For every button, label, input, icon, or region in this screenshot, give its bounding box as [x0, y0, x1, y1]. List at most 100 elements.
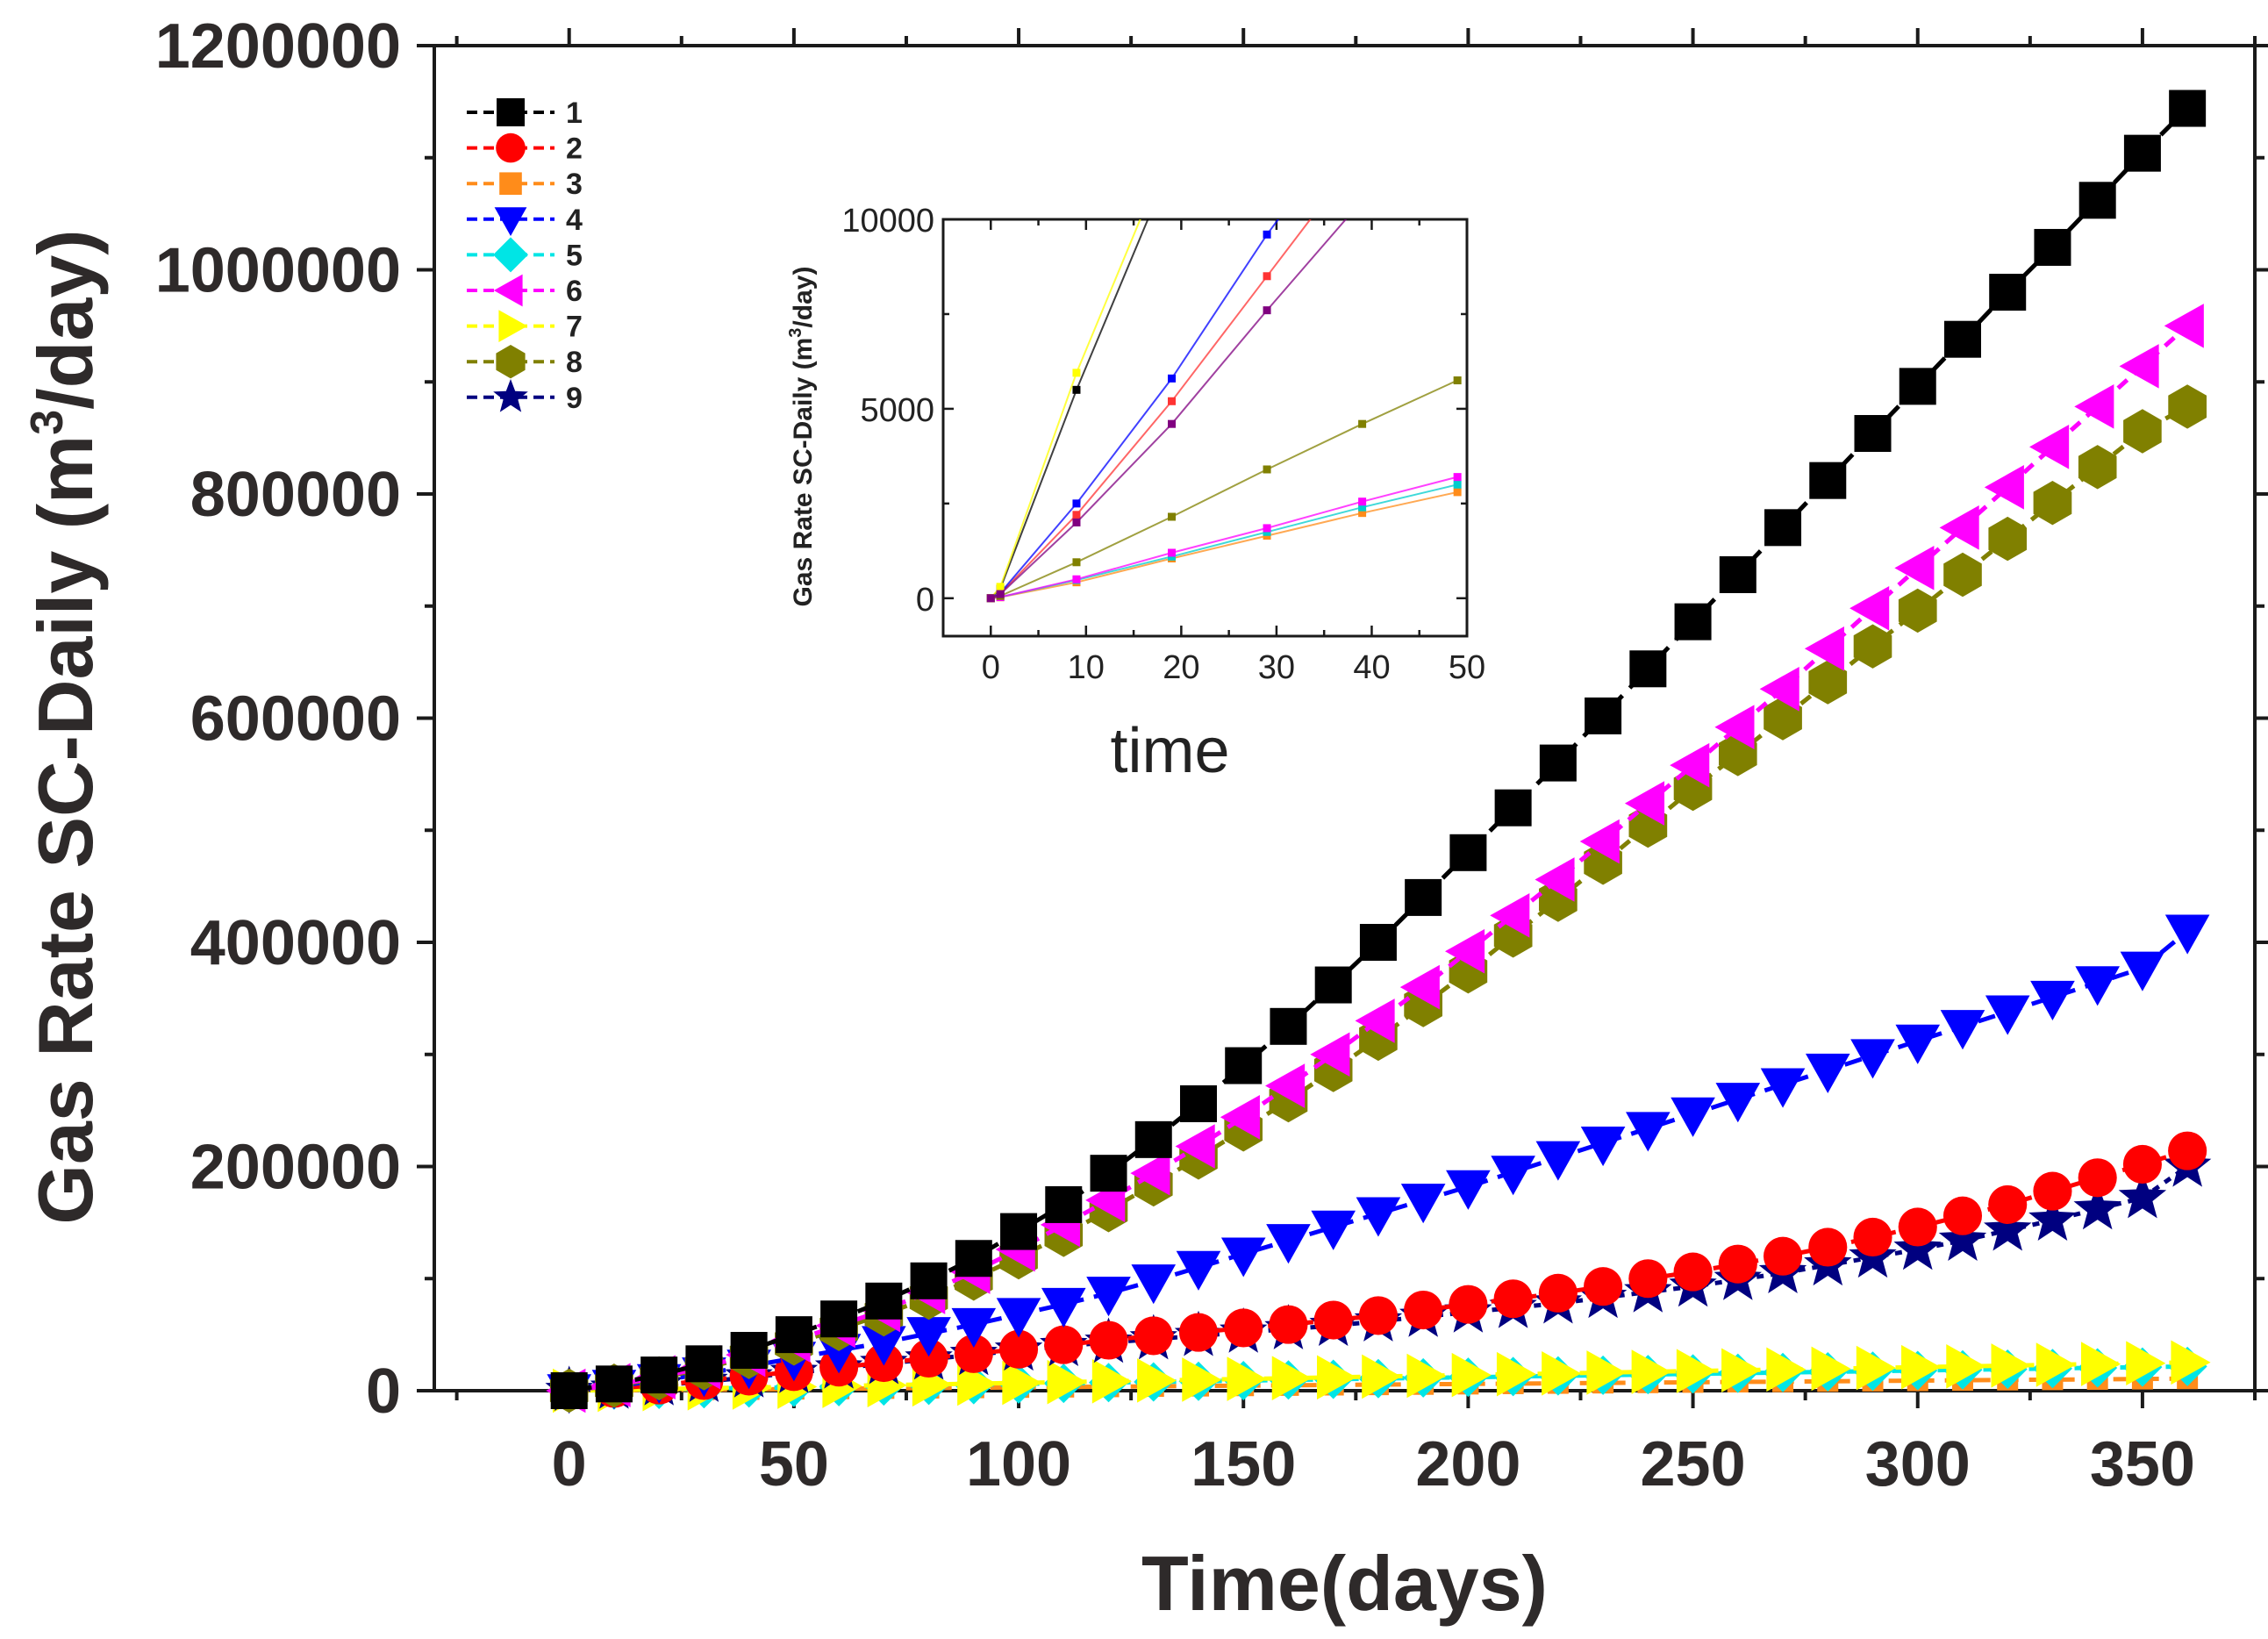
data-point-series-6 [1490, 893, 1530, 938]
data-point-series-1 [2123, 134, 2161, 172]
data-point-series-4 [1266, 1224, 1311, 1264]
legend-label-9: 9 [566, 382, 583, 415]
x-tick-label: 150 [1191, 1429, 1296, 1499]
data-point-series-2 [998, 1329, 1039, 1369]
data-point-series-1 [1719, 555, 1756, 593]
inset-x-tick-label: 0 [982, 649, 1000, 686]
inset-data-point-series-2 [1072, 511, 1081, 519]
data-point-series-1 [1899, 368, 1936, 405]
inset-data-point-series-5 [1453, 480, 1462, 489]
data-point-series-4 [1940, 1010, 1985, 1050]
inset-data-point-series-7 [996, 583, 1005, 591]
inset-data-point-series-9 [996, 590, 1005, 598]
data-point-series-7 [1542, 1351, 1582, 1396]
data-point-series-1 [595, 1365, 633, 1403]
data-point-series-1 [865, 1282, 903, 1320]
data-point-series-6 [1939, 505, 1979, 550]
data-point-series-2 [1628, 1259, 1668, 1299]
inset-data-point-series-2 [1358, 147, 1366, 155]
data-point-series-1 [1943, 320, 1981, 358]
data-point-series-4 [996, 1298, 1041, 1338]
legend-marker-7 [498, 310, 528, 342]
data-point-series-2 [1404, 1290, 1443, 1330]
data-point-series-8 [1808, 660, 1848, 705]
data-point-series-2 [954, 1334, 993, 1373]
inset-data-point-series-4 [1358, 102, 1366, 110]
data-point-series-7 [1766, 1347, 1807, 1392]
data-point-series-1 [1674, 603, 1712, 641]
inset-data-point-series-9 [1168, 419, 1177, 428]
data-point-series-2 [1898, 1207, 1937, 1247]
data-point-series-7 [1047, 1359, 1087, 1405]
data-point-series-9 [2028, 1195, 2077, 1241]
data-point-series-1 [1359, 924, 1397, 961]
data-point-series-1 [550, 1372, 588, 1409]
data-point-series-6 [1535, 857, 1575, 902]
inset-data-point-series-4 [1263, 230, 1271, 239]
data-point-series-1 [1449, 834, 1487, 871]
legend-label-3: 3 [566, 168, 583, 201]
legend-label-1: 1 [566, 97, 583, 130]
legend-label-6: 6 [566, 275, 583, 308]
data-point-series-6 [1624, 781, 1665, 826]
data-point-series-7 [2080, 1342, 2121, 1386]
data-point-series-7 [1856, 1345, 1896, 1391]
legend-marker-5 [493, 237, 528, 273]
data-point-series-8 [1898, 588, 1937, 633]
inset-data-point-series-4 [1168, 374, 1177, 383]
inset-data-point-series-6 [1453, 473, 1462, 482]
inset-data-point-series-6 [1168, 548, 1177, 557]
inset-data-point-series-8 [1263, 465, 1271, 474]
data-point-series-2 [909, 1338, 948, 1378]
inset-y-axis-title-tail: /day) [789, 267, 818, 328]
inset-data-point-series-6 [1263, 524, 1271, 533]
inset-data-point-series-1 [1168, 159, 1176, 167]
data-point-series-6 [2119, 344, 2159, 389]
data-point-series-1 [730, 1332, 768, 1370]
data-point-series-6 [1265, 1063, 1306, 1108]
inset-x-tick-label: 30 [1258, 649, 1295, 686]
data-point-series-2 [1224, 1308, 1263, 1348]
legend-marker-8 [496, 345, 526, 379]
data-point-series-4 [1131, 1264, 1177, 1305]
data-point-series-9 [1938, 1215, 1987, 1261]
x-axis-title: Time(days) [1141, 1540, 1548, 1627]
data-point-series-8 [1988, 516, 2027, 562]
inset-data-point-series-8 [1453, 376, 1462, 385]
data-point-series-1 [1989, 274, 2027, 311]
data-point-series-1 [1585, 697, 1622, 734]
y-tick-label: 600000 [190, 684, 401, 755]
inset-data-point-series-9 [986, 594, 995, 603]
data-point-series-9 [1893, 1224, 1942, 1270]
data-point-series-1 [1090, 1155, 1127, 1192]
data-point-series-2 [1493, 1279, 1533, 1319]
inset-x-axis-title: time [1110, 716, 1229, 786]
data-point-series-6 [1130, 1150, 1170, 1196]
inset-y-tick-label: 0 [916, 582, 934, 619]
data-point-series-4 [1356, 1197, 1401, 1237]
data-point-series-2 [1313, 1300, 1353, 1340]
data-point-series-4 [1176, 1250, 1221, 1291]
data-point-series-4 [1535, 1141, 1581, 1181]
data-point-series-6 [2029, 425, 2070, 469]
inset-data-point-series-7 [1072, 369, 1081, 377]
data-point-series-6 [2164, 304, 2204, 348]
data-point-series-1 [1045, 1185, 1083, 1223]
data-point-series-6 [1399, 964, 1440, 1010]
data-point-series-2 [2122, 1144, 2162, 1184]
legend-label-4: 4 [566, 204, 583, 237]
inset-data-point-series-1 [1072, 385, 1081, 394]
x-tick-label: 250 [1640, 1429, 1745, 1499]
inset-x-tick-label: 50 [1449, 649, 1485, 686]
inset-data-point-series-5 [1358, 503, 1367, 512]
data-point-series-7 [1362, 1354, 1402, 1399]
data-point-series-6 [1579, 819, 1620, 864]
data-point-series-2 [1044, 1325, 1084, 1364]
data-point-series-6 [1984, 465, 2024, 510]
data-point-series-7 [1721, 1348, 1762, 1393]
data-point-series-1 [1134, 1120, 1172, 1158]
y-tick-label: 1000000 [155, 236, 401, 306]
data-point-series-7 [1182, 1357, 1222, 1402]
data-point-series-4 [1400, 1184, 1446, 1224]
legend-marker-4 [494, 207, 527, 236]
